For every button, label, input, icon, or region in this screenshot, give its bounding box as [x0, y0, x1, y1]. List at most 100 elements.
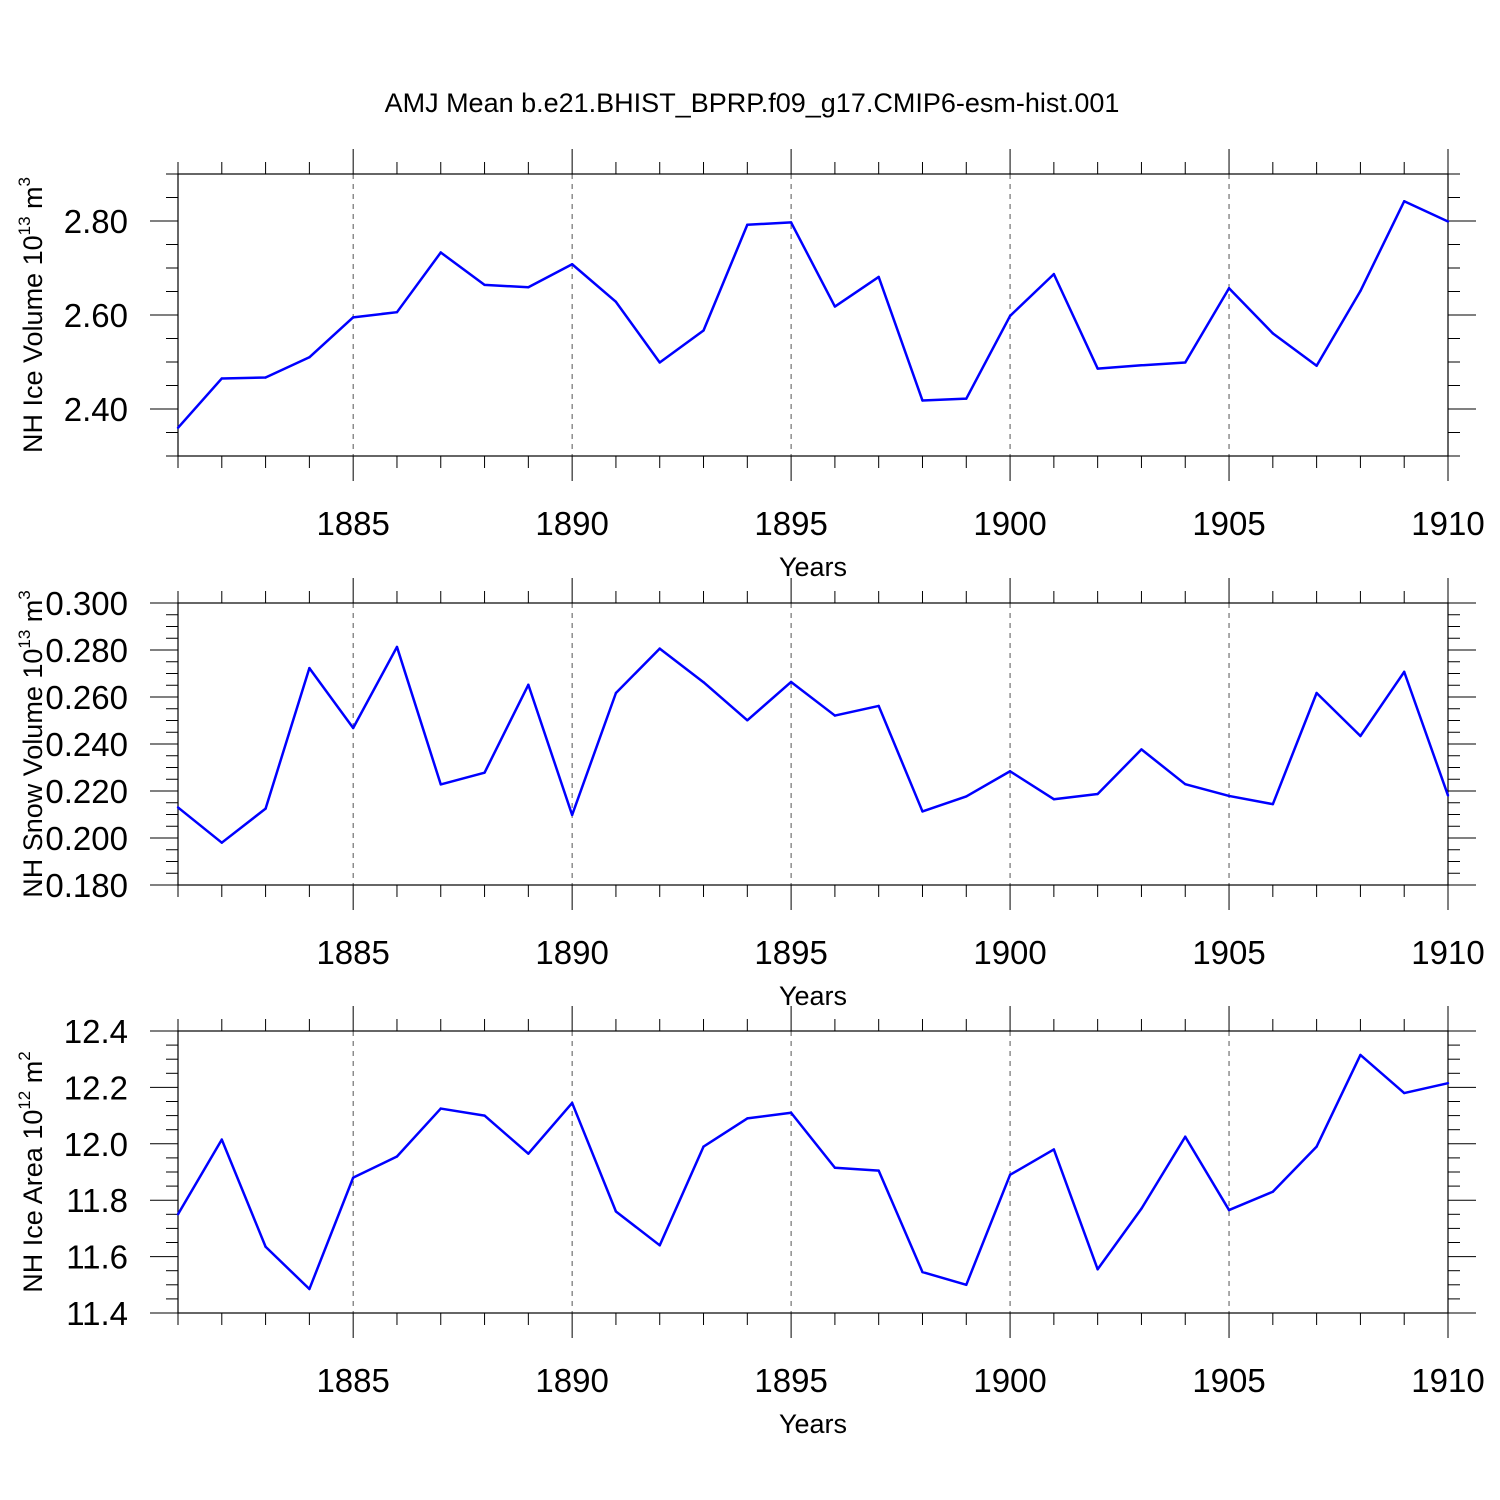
data-point — [833, 305, 837, 308]
data-point — [789, 1111, 793, 1114]
data-point — [658, 1244, 661, 1247]
data-point — [1271, 1190, 1275, 1193]
y-tick-label: 0.260 — [45, 679, 128, 716]
data-point — [1140, 1207, 1143, 1210]
data-point — [1096, 1268, 1099, 1271]
data-point — [1184, 1135, 1187, 1138]
x-tick-label: 1905 — [1192, 934, 1265, 971]
snow-volume-panel: 1885 1890 1895 1900 1905 1910 Years 0.180 0.200 0… — [15, 578, 1485, 1011]
data-point — [1315, 364, 1318, 367]
x-tick-label: 1910 — [1411, 1362, 1484, 1399]
y-tick-label: 0.280 — [45, 632, 128, 669]
data-point — [483, 771, 486, 774]
x-tick-label: 1890 — [535, 505, 608, 542]
data-point — [570, 263, 574, 266]
data-point — [614, 1210, 618, 1213]
data-point — [220, 1138, 223, 1141]
data-point — [1446, 220, 1450, 223]
data-point — [483, 283, 486, 287]
data-point — [1140, 748, 1143, 751]
x-tick-label: 1885 — [316, 1362, 389, 1399]
data-point — [746, 1117, 749, 1120]
data-point — [1446, 1081, 1450, 1085]
y-tick-label: 12.0 — [64, 1126, 128, 1163]
data-point — [1052, 1148, 1056, 1151]
x-tick-label: 1900 — [973, 505, 1046, 542]
x-tick-label: 1890 — [535, 934, 608, 971]
data-point — [1315, 691, 1318, 695]
data-point — [1359, 1053, 1362, 1057]
y-axis-label: NH Snow Volume 1013 m3 — [15, 590, 48, 898]
y-tick-label: 11.6 — [66, 1239, 128, 1276]
x-tick-label: 1895 — [754, 934, 827, 971]
data-point — [264, 376, 267, 379]
ice-area-panel: 1885 1890 1895 1900 1905 1910 Years 11.4 11.6 11.… — [15, 1006, 1485, 1439]
x-tick-label: 1890 — [535, 1362, 608, 1399]
data-point — [746, 223, 749, 226]
data-point — [176, 1213, 180, 1216]
x-tick-label: 1910 — [1411, 505, 1484, 542]
data-point — [614, 691, 618, 695]
data-point — [1403, 670, 1406, 674]
data-point — [877, 275, 880, 279]
data-point — [1227, 794, 1231, 798]
x-tick-label: 1905 — [1192, 1362, 1265, 1399]
data-point — [1271, 332, 1275, 335]
ice-volume-panel: 1885 1890 1895 1900 1905 1910 Years 2.40 2.60 2.8… — [15, 149, 1485, 582]
data-point — [1184, 361, 1187, 364]
x-tick-label: 1885 — [316, 505, 389, 542]
series-line — [176, 1053, 1449, 1291]
data-point — [789, 221, 793, 224]
y-tick-label: 2.60 — [64, 297, 128, 334]
x-tick-label: 1910 — [1411, 934, 1484, 971]
x-axis-label: Years — [779, 552, 847, 582]
x-tick-label: 1895 — [754, 1362, 827, 1399]
data-point — [1315, 1145, 1318, 1148]
data-point — [176, 426, 180, 429]
data-point — [658, 647, 661, 650]
x-tick-label: 1885 — [316, 934, 389, 971]
y-tick-label: 12.2 — [64, 1069, 128, 1106]
data-point — [965, 1283, 968, 1287]
data-point — [1446, 794, 1450, 797]
y-tick-label: 2.40 — [64, 391, 128, 428]
data-point — [789, 680, 793, 684]
data-point — [746, 719, 749, 722]
x-tick-label: 1905 — [1192, 505, 1265, 542]
y-tick-label: 0.240 — [45, 726, 128, 763]
data-point — [1227, 1208, 1231, 1212]
data-point — [702, 329, 705, 332]
data-point — [395, 645, 399, 649]
y-axis-label: NH Ice Volume 1013 m3 — [15, 177, 48, 453]
data-point — [264, 1245, 267, 1248]
data-point — [1403, 200, 1406, 203]
y-tick-label: 12.4 — [64, 1013, 128, 1050]
data-point — [1403, 1091, 1406, 1095]
data-point — [1227, 287, 1231, 290]
data-point — [1008, 770, 1012, 773]
data-point — [833, 1166, 837, 1169]
data-point — [220, 377, 223, 380]
x-axis-label: Years — [779, 1409, 847, 1439]
y-tick-label: 2.80 — [64, 203, 128, 240]
data-point — [527, 683, 530, 686]
data-point — [308, 666, 311, 670]
y-tick-label: 11.4 — [66, 1295, 128, 1332]
data-point — [308, 1287, 311, 1291]
data-point — [351, 316, 355, 319]
data-point — [921, 1270, 924, 1274]
data-point — [1008, 1173, 1012, 1177]
data-point — [1052, 798, 1056, 801]
data-point — [439, 783, 442, 786]
y-tick-label: 0.200 — [45, 820, 128, 857]
data-point — [1184, 782, 1187, 786]
data-point — [1359, 734, 1362, 738]
data-point — [921, 399, 924, 402]
data-point — [439, 1107, 442, 1110]
data-point — [1140, 364, 1143, 367]
data-point — [965, 795, 968, 798]
series-line — [177, 200, 1449, 429]
data-point — [308, 356, 311, 359]
y-axis-label: NH Ice Area 1012 m2 — [15, 1051, 48, 1292]
